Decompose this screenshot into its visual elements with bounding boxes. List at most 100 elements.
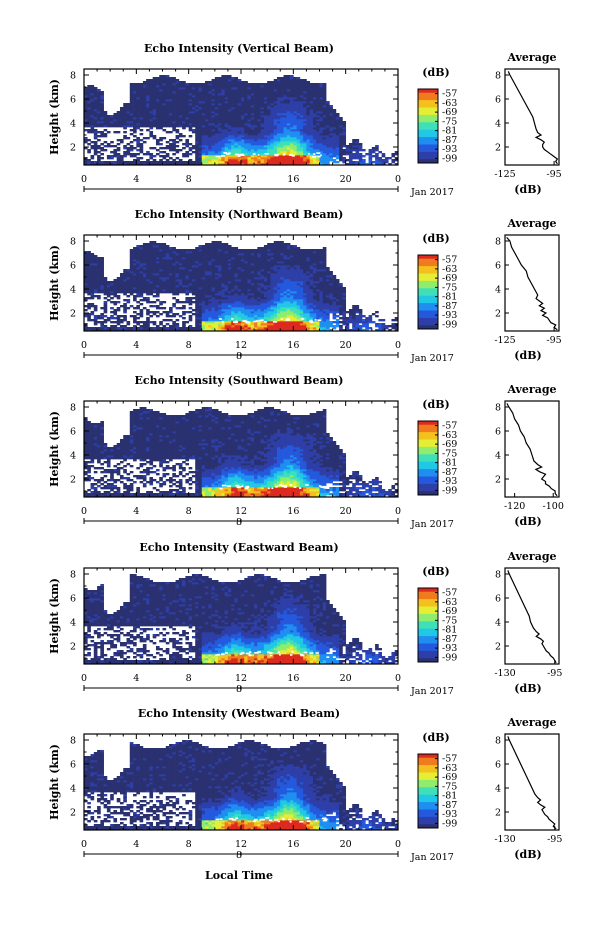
heatmap-cell [365,163,369,166]
heatmap-cell [276,79,281,82]
panel-title: Echo Intensity (Vertical Beam) [144,42,334,55]
heatmap-cell [162,269,167,272]
heatmap-cell [237,115,242,118]
heatmap-cell [133,101,137,104]
heatmap-cell [227,269,232,272]
heatmap-cell [136,293,140,296]
heatmap-cell [316,95,320,98]
heatmap-cell [87,93,91,96]
heatmap-cell [139,151,144,154]
heatmap-cell [211,275,216,278]
heatmap-cell [195,291,199,294]
y-tick-label: 2 [70,143,76,154]
heatmap-cell [208,115,212,118]
heatmap-cell [260,95,265,98]
heatmap-cell [214,157,219,160]
heatmap-cell [296,101,301,104]
heatmap-cell [169,83,173,86]
heatmap-cell [231,311,235,314]
heatmap-cell [175,257,180,260]
heatmap-cell [191,131,196,134]
heatmap-cell [195,101,199,104]
heatmap-cell [339,133,343,136]
heatmap-cell [129,275,134,278]
heatmap-cell [97,105,101,108]
heatmap-cell [191,287,196,290]
heatmap-cell [218,277,222,280]
heatmap-cell [155,243,160,246]
heatmap-cell [191,107,196,110]
heatmap-cell [178,135,183,138]
heatmap-cell [201,157,206,160]
heatmap-cell [162,109,167,112]
heatmap-cell [234,147,239,150]
heatmap-cell [375,157,379,160]
heatmap-cell [201,91,206,94]
heatmap-cell [205,283,209,286]
colorbar-segment [418,122,438,125]
heatmap-cell [257,273,261,276]
heatmap-cell [162,301,167,304]
heatmap-cell [237,291,242,294]
heatmap-cell [283,121,288,124]
heatmap-cell [211,135,216,138]
heatmap-cell [211,249,216,252]
heatmap-cell [231,89,235,92]
heatmap-cell [182,155,186,158]
heatmap-cell [231,93,235,96]
heatmap-cell [178,285,183,288]
heatmap-cell [136,139,140,142]
heatmap-cell [254,143,258,146]
heatmap-cell [322,97,327,100]
heatmap-cell [169,259,173,262]
heatmap-cell [260,307,265,310]
heatmap-cell [211,253,216,256]
heatmap-cell [106,163,111,166]
heatmap-cell [139,109,144,112]
heatmap-cell [257,271,261,274]
heatmap-cell [182,125,186,128]
heatmap-cell [312,121,317,124]
heatmap-cell [195,281,199,284]
heatmap-cell [227,287,232,290]
heatmap-cell [306,139,311,142]
heatmap-cell [276,87,281,90]
heatmap-cell [227,319,232,322]
heatmap-cell [198,133,203,136]
heatmap-cell [208,135,212,138]
heatmap-cell [241,141,245,144]
heatmap-cell [175,95,180,98]
heatmap-cell [188,127,193,130]
heatmap-cell [87,95,91,98]
heatmap-cell [139,121,144,124]
heatmap-cell [146,291,150,294]
heatmap-cell [191,121,196,124]
heatmap-cell [211,91,216,94]
heatmap-cell [218,153,222,156]
heatmap-cell [188,129,193,132]
heatmap-cell [103,133,108,136]
heatmap-cell [106,291,111,294]
heatmap-cell [227,145,232,148]
heatmap-cell [123,131,127,134]
heatmap-cell [126,275,131,278]
heatmap-cell [250,151,255,154]
heatmap-cell [280,139,284,142]
heatmap-cell [290,117,294,120]
heatmap-cell [142,87,147,90]
heatmap-cell [332,151,337,154]
heatmap-cell [149,135,154,138]
heatmap-cell [159,109,163,112]
heatmap-cell [87,277,91,280]
heatmap-cell [231,153,235,156]
heatmap-cell [87,97,91,100]
heatmap-cell [273,91,278,94]
heatmap-cell [254,103,258,106]
heatmap-cell [110,145,114,148]
heatmap-cell [185,143,190,146]
heatmap-cell [296,115,301,118]
heatmap-cell [178,287,183,290]
heatmap-cell [211,291,216,294]
heatmap-cell [303,103,307,106]
heatmap-cell [260,135,265,138]
